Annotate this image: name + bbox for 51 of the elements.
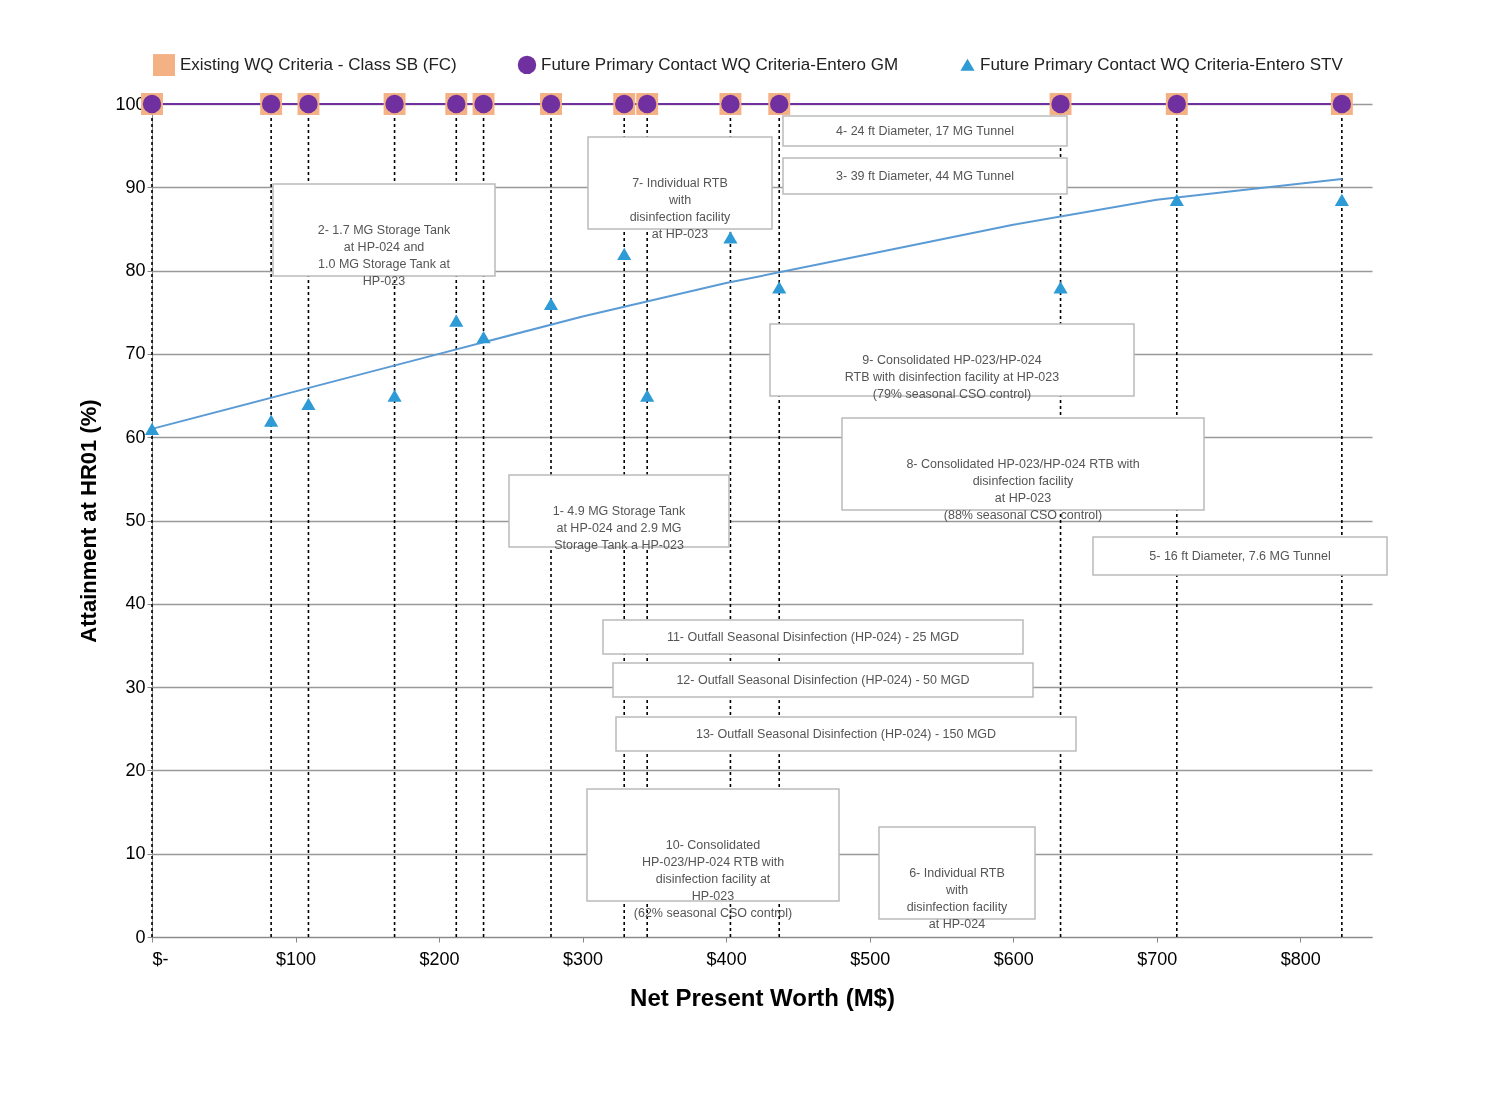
point <box>617 247 632 261</box>
x-axis-title: Net Present Worth (M$) <box>630 983 895 1011</box>
annotation: 2- 1.7 MG Storage Tank at HP-024 and 1.0 MG Storage Tank at HP-023 <box>317 223 451 288</box>
annotation: 9- Consolidated HP-023/HP-024 RTB with disinfection facility at HP-023 (79% seasonal CSO control) <box>844 353 1060 401</box>
y-axis-title: Attainment at HR01 (%) <box>76 399 102 643</box>
annotation: 8- Consolidated HP-023/HP-024 RTB with disinfection facility at HP-023 (88% seasonal CSO control) <box>906 457 1140 522</box>
legend-label: Future Primary Contact WQ Criteria-Entero STV <box>980 54 1344 74</box>
point <box>723 231 738 244</box>
point <box>640 389 655 402</box>
legend-label: Existing WQ Criteria - Class SB (FC) <box>180 55 457 75</box>
annotation: 7- Individual RTB with disinfection facility at HP-023 <box>629 176 732 241</box>
x-tick-label: $400 <box>706 948 747 969</box>
y-tick-label: 20 <box>125 759 146 780</box>
point <box>1334 193 1349 206</box>
y-tick-label: 0 <box>135 926 146 947</box>
annotation: 11- Outfall Seasonal Disinfection (HP-024) - 25 MGD <box>666 630 960 644</box>
annotation: 10- Consolidated HP-023/HP-024 RTB with disinfection facility at HP-023 (62% seasonal CSO control) <box>633 838 793 920</box>
annotation: 5- 16 ft Diameter, 7.6 MG Tunnel <box>1149 549 1331 563</box>
y-tick-label: 10 <box>125 843 146 864</box>
point <box>772 281 787 294</box>
annotation: 3- 39 ft Diameter, 44 MG Tunnel <box>836 169 1014 183</box>
y-tick-label: 50 <box>125 510 146 530</box>
x-tick-label: $200 <box>419 948 460 969</box>
annotation: 6- Individual RTB with disinfection facility at HP-024 <box>906 866 1009 931</box>
point <box>1169 193 1184 206</box>
y-tick-label: 30 <box>125 676 146 697</box>
legend-label: Future Primary Contact WQ Criteria-Entero GM <box>541 54 899 74</box>
x-tick-label: $700 <box>1137 948 1178 969</box>
point <box>144 422 160 435</box>
x-tick-label: $300 <box>563 948 604 969</box>
y-tick-label: 60 <box>125 426 146 447</box>
annotation: 12- Outfall Seasonal Disinfection (HP-024) - 50 MGD <box>676 673 970 687</box>
y-tick-label: 80 <box>125 260 146 281</box>
point <box>264 414 279 427</box>
annotation: 4- 24 ft Diameter, 17 MG Tunnel <box>836 124 1014 138</box>
x-tick-label: $500 <box>850 948 891 969</box>
point <box>301 397 316 410</box>
point <box>476 331 491 344</box>
x-tick-label: $100 <box>276 948 317 969</box>
x-tick-label: $800 <box>1280 948 1321 969</box>
point <box>449 314 464 327</box>
point <box>543 297 559 311</box>
annotation: 1- 4.9 MG Storage Tank at HP-024 and 2.9 MG Storage Tank a HP-023 <box>552 504 686 552</box>
y-tick-label: 40 <box>125 593 146 614</box>
point <box>1053 281 1068 294</box>
y-tick-label: 70 <box>125 343 146 364</box>
annotation: 13- Outfall Seasonal Disinfection (HP-024) - 150 MGD <box>695 727 997 741</box>
x-tick-label: $- <box>152 948 169 969</box>
point <box>387 389 402 402</box>
y-tick-label: 90 <box>125 176 146 197</box>
x-tick-label: $600 <box>993 948 1034 969</box>
